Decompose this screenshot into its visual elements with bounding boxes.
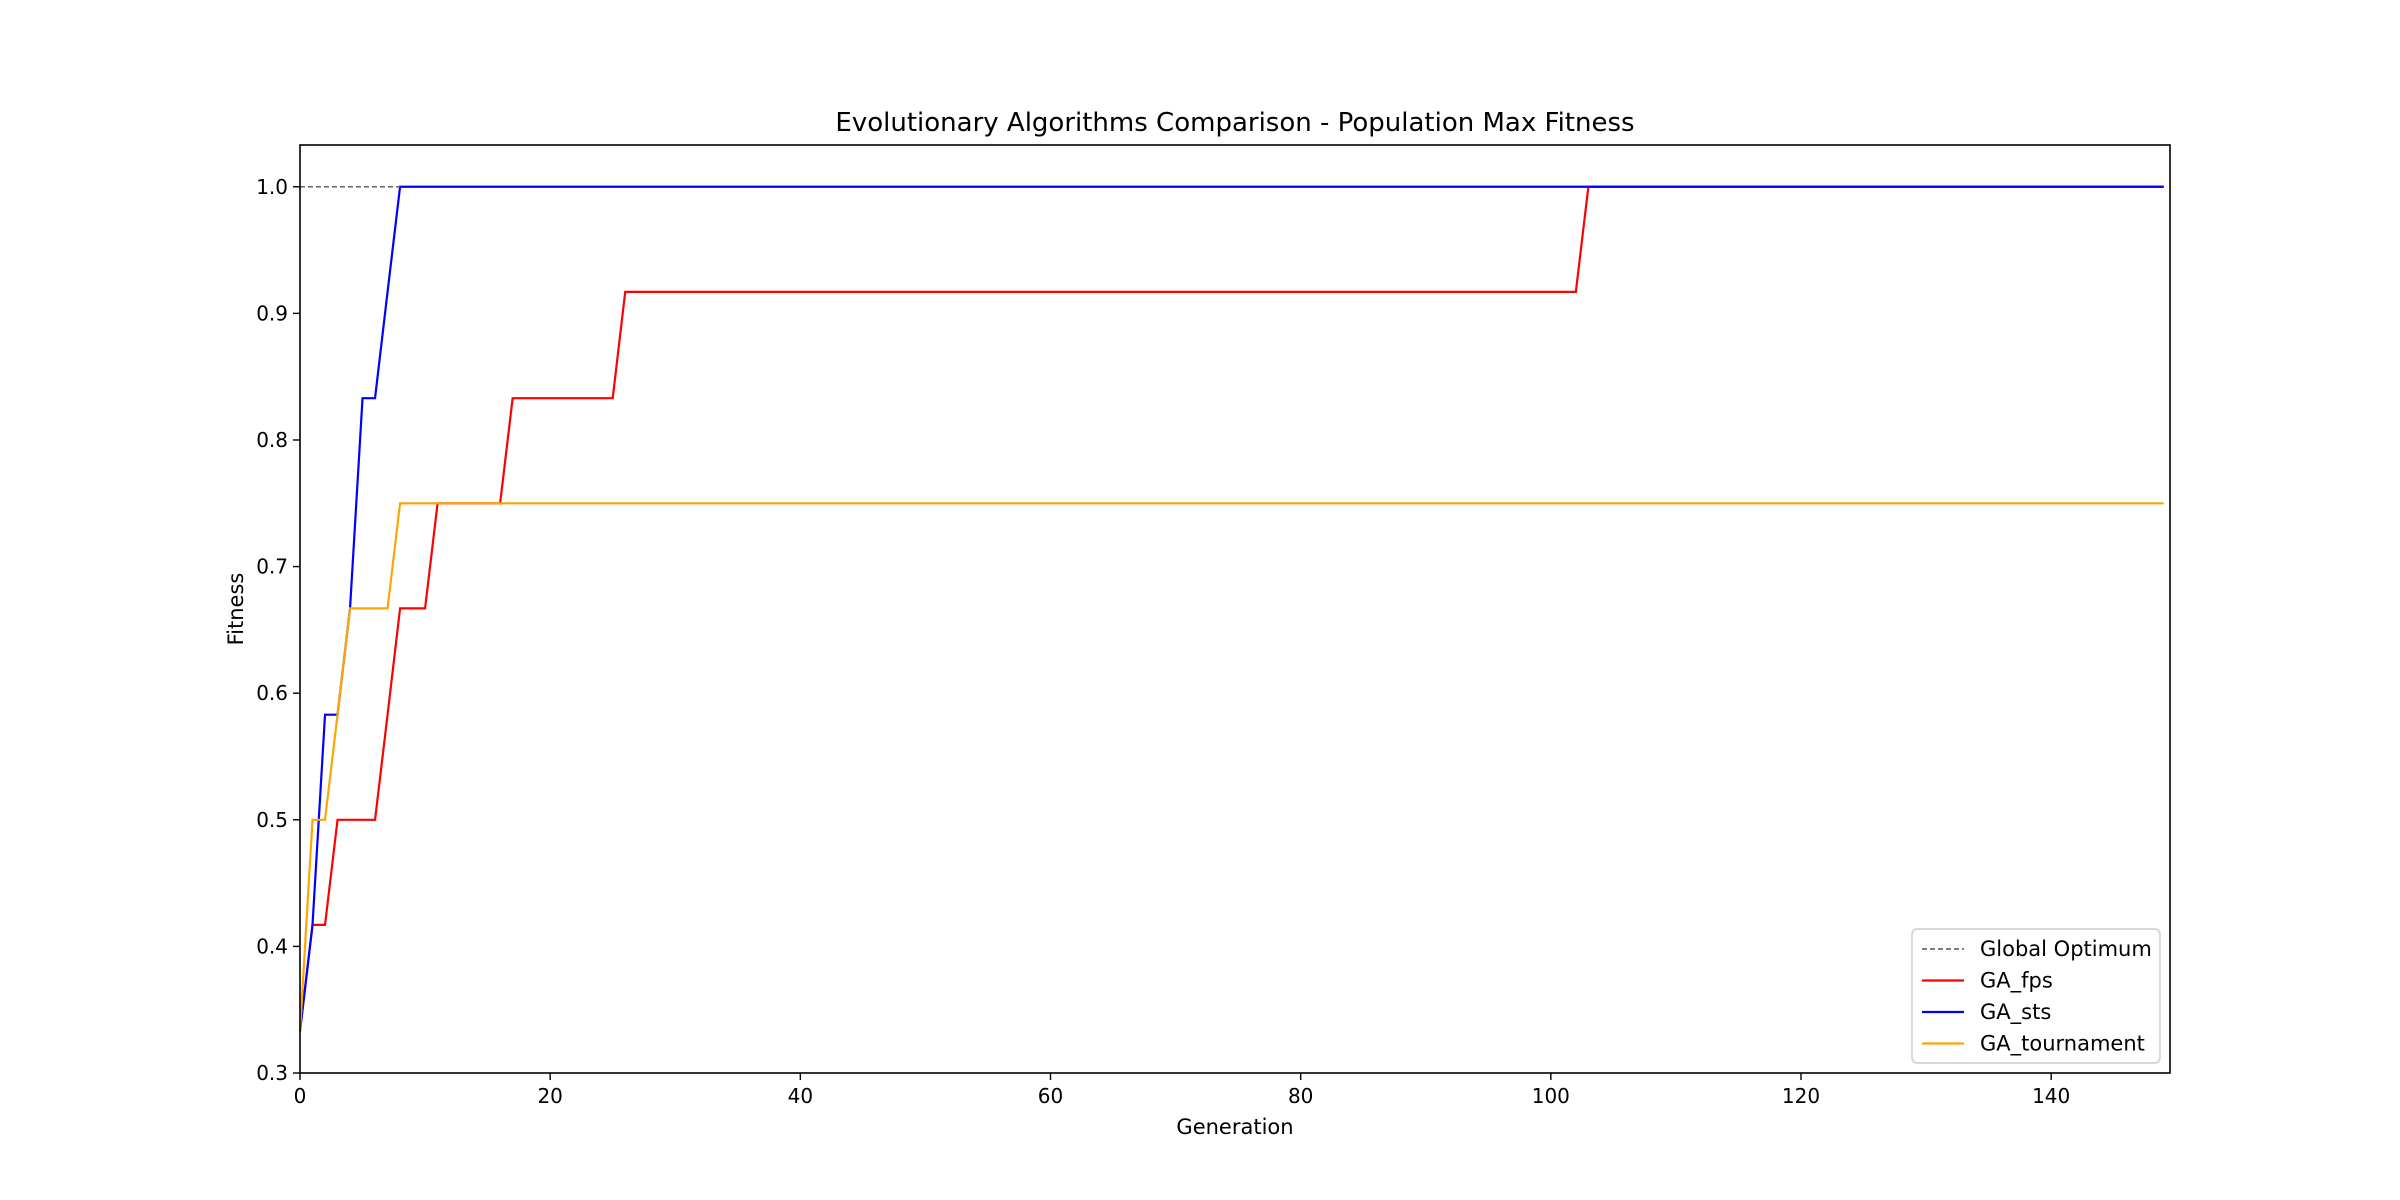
legend-box — [1911, 928, 2161, 1064]
x-tick-label: 100 — [1532, 1084, 1570, 1108]
legend-label: Global Optimum — [1980, 937, 2152, 961]
x-axis-label: Generation — [1176, 1115, 1293, 1139]
y-tick-label: 0.5 — [256, 808, 288, 832]
x-tick-label: 0 — [294, 1084, 307, 1108]
y-tick-label: 1.0 — [256, 175, 288, 199]
y-tick-label: 0.7 — [256, 555, 288, 579]
y-tick-label: 0.8 — [256, 428, 288, 452]
y-axis: 0.3 0.4 0.5 0.6 0.7 0.8 0.9 1.0 — [256, 175, 300, 1085]
x-tick-label: 60 — [1038, 1084, 1063, 1108]
x-tick-label: 20 — [537, 1084, 562, 1108]
plot-frame — [299, 144, 2171, 1074]
series-line-ga-tournament — [298, 502, 2164, 1032]
plot-lines — [298, 185, 2164, 1032]
y-axis-label: Fitness — [224, 573, 248, 646]
x-tick-label: 140 — [2032, 1084, 2070, 1108]
y-tick-label: 0.6 — [256, 681, 288, 705]
x-tick-label: 120 — [1782, 1084, 1820, 1108]
chart-title: Evolutionary Algorithms Comparison - Pop… — [835, 108, 1634, 138]
legend-label: GA_fps — [1980, 969, 2053, 994]
x-tick-label: 80 — [1288, 1084, 1313, 1108]
x-axis: 0 20 40 60 80 100 120 140 — [294, 1073, 2070, 1108]
legend: Global Optimum GA_fps GA_sts GA_tournament — [1911, 928, 2161, 1064]
y-tick-label: 0.9 — [256, 301, 288, 325]
y-tick-label: 0.4 — [256, 934, 288, 958]
y-tick-label: 0.3 — [256, 1061, 288, 1085]
x-tick-label: 40 — [788, 1084, 813, 1108]
legend-label: GA_tournament — [1980, 1032, 2145, 1057]
legend-label: GA_sts — [1980, 1000, 2051, 1025]
